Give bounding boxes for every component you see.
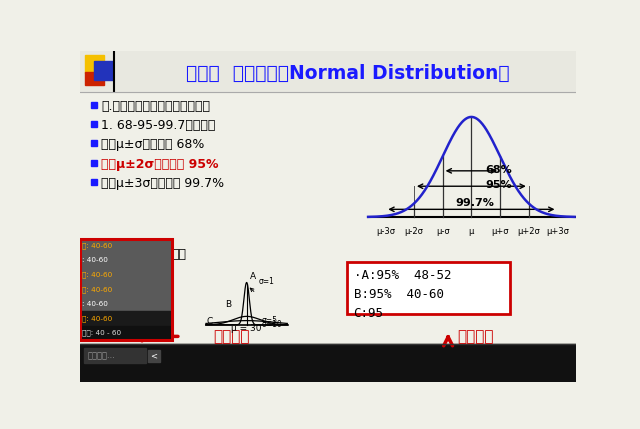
Bar bbox=[80, 297, 172, 311]
Text: σ=5: σ=5 bbox=[262, 315, 278, 324]
Bar bbox=[80, 253, 172, 267]
Text: 棋: 40-60: 棋: 40-60 bbox=[83, 315, 113, 322]
Bar bbox=[148, 350, 160, 362]
Bar bbox=[80, 268, 172, 282]
Text: : 40-60: : 40-60 bbox=[83, 257, 108, 263]
Bar bbox=[91, 179, 97, 185]
Bar bbox=[85, 72, 104, 85]
Text: μ-3σ: μ-3σ bbox=[376, 227, 395, 236]
Bar bbox=[94, 61, 113, 80]
Text: 沙: 40-60: 沙: 40-60 bbox=[83, 242, 113, 249]
Text: 教师点拨: 教师点拨 bbox=[457, 329, 493, 344]
Text: A: A bbox=[250, 272, 256, 281]
Text: μ+σ: μ+σ bbox=[492, 227, 509, 236]
Text: 超: 40-60: 超: 40-60 bbox=[83, 272, 113, 278]
Text: μ-σ: μ-σ bbox=[436, 227, 449, 236]
Bar bbox=[80, 239, 172, 340]
Text: 第三节  正态分布（Normal Distribution）: 第三节 正态分布（Normal Distribution） bbox=[186, 63, 509, 82]
Bar bbox=[80, 239, 172, 253]
Text: 区间μ±2σ的面积为 95%: 区间μ±2σ的面积为 95% bbox=[101, 158, 218, 171]
Text: 区间μ±3σ的面积为 99.7%: 区间μ±3σ的面积为 99.7% bbox=[101, 178, 224, 190]
Bar bbox=[80, 311, 172, 325]
Text: 99.7%: 99.7% bbox=[456, 198, 495, 208]
Bar bbox=[348, 262, 510, 314]
Text: σ=10: σ=10 bbox=[262, 320, 283, 329]
Bar bbox=[85, 54, 104, 73]
Text: μ = 30: μ = 30 bbox=[232, 324, 262, 333]
Bar bbox=[91, 140, 97, 146]
Text: 三.正态分布曲线下面积分布规律: 三.正态分布曲线下面积分布规律 bbox=[101, 100, 210, 113]
Text: μ+2σ: μ+2σ bbox=[517, 227, 540, 236]
Text: 说点什么...: 说点什么... bbox=[88, 351, 116, 360]
Text: 练习: 练习 bbox=[172, 248, 186, 261]
Bar bbox=[80, 326, 172, 340]
Text: <: < bbox=[150, 352, 157, 361]
Text: μ-2σ: μ-2σ bbox=[404, 227, 424, 236]
Text: C: C bbox=[206, 317, 212, 326]
Bar bbox=[91, 121, 97, 127]
Text: 区间μ±σ的面积为 68%: 区间μ±σ的面积为 68% bbox=[101, 138, 204, 151]
Text: 1. 68-95-99.7估计法则: 1. 68-95-99.7估计法则 bbox=[101, 119, 215, 132]
Text: B: B bbox=[225, 300, 231, 309]
Bar bbox=[80, 282, 172, 296]
Bar bbox=[80, 51, 576, 91]
Bar bbox=[84, 348, 146, 363]
Text: ·A:95%  48-52
B:95%  40-60
C:95: ·A:95% 48-52 B:95% 40-60 C:95 bbox=[353, 269, 451, 320]
Bar bbox=[91, 102, 97, 108]
Text: 文辉: 40 - 60: 文辉: 40 - 60 bbox=[83, 329, 122, 336]
Text: 68%: 68% bbox=[485, 165, 512, 175]
Text: 95%: 95% bbox=[485, 181, 512, 190]
Text: σ=1: σ=1 bbox=[259, 277, 274, 286]
Text: 锐: 40-60: 锐: 40-60 bbox=[83, 286, 113, 293]
Text: : 40-60: : 40-60 bbox=[83, 301, 108, 307]
Text: μ+3σ: μ+3σ bbox=[546, 227, 569, 236]
Bar bbox=[91, 160, 97, 166]
Text: μ: μ bbox=[468, 227, 474, 236]
Text: 学生弹幕: 学生弹幕 bbox=[213, 329, 250, 344]
Bar bbox=[80, 344, 576, 382]
